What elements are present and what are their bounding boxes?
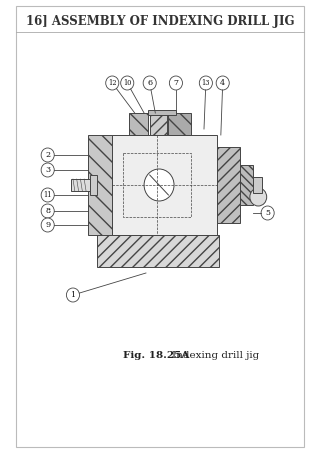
Text: 10: 10 <box>123 79 132 87</box>
Text: 5: 5 <box>265 209 270 217</box>
Circle shape <box>144 169 174 201</box>
Circle shape <box>143 76 156 90</box>
Text: Indexing drill jig: Indexing drill jig <box>172 351 260 360</box>
Bar <box>168 113 191 135</box>
Text: 8: 8 <box>45 207 50 215</box>
Text: 6: 6 <box>147 79 152 87</box>
Circle shape <box>41 204 54 218</box>
Bar <box>217 147 240 223</box>
Text: 1: 1 <box>70 291 76 299</box>
Bar <box>253 177 262 193</box>
Circle shape <box>41 218 54 232</box>
Bar <box>129 113 148 135</box>
Text: 7: 7 <box>173 79 179 87</box>
Circle shape <box>261 206 274 220</box>
Circle shape <box>106 76 119 90</box>
Circle shape <box>67 288 79 302</box>
Text: 11: 11 <box>44 191 52 199</box>
Text: 13: 13 <box>202 79 210 87</box>
Bar <box>71 179 90 191</box>
Bar <box>88 135 112 235</box>
Circle shape <box>199 76 212 90</box>
Bar <box>97 235 219 267</box>
Bar <box>112 135 217 235</box>
Circle shape <box>169 76 182 90</box>
Text: 16] ASSEMBLY OF INDEXING DRILL JIG: 16] ASSEMBLY OF INDEXING DRILL JIG <box>26 15 294 29</box>
Bar <box>124 153 191 217</box>
Bar <box>240 165 253 205</box>
Text: Fig. 18.25A: Fig. 18.25A <box>123 351 189 360</box>
Text: 9: 9 <box>45 221 50 229</box>
Circle shape <box>250 188 267 206</box>
Circle shape <box>216 76 229 90</box>
Circle shape <box>41 188 54 202</box>
Bar <box>150 113 166 135</box>
Text: 3: 3 <box>45 166 50 174</box>
Bar <box>90 175 97 195</box>
Bar <box>148 110 176 115</box>
Text: 12: 12 <box>108 79 116 87</box>
Text: 2: 2 <box>45 151 50 159</box>
Circle shape <box>41 163 54 177</box>
Circle shape <box>41 148 54 162</box>
Text: 4: 4 <box>220 79 225 87</box>
Circle shape <box>121 76 134 90</box>
